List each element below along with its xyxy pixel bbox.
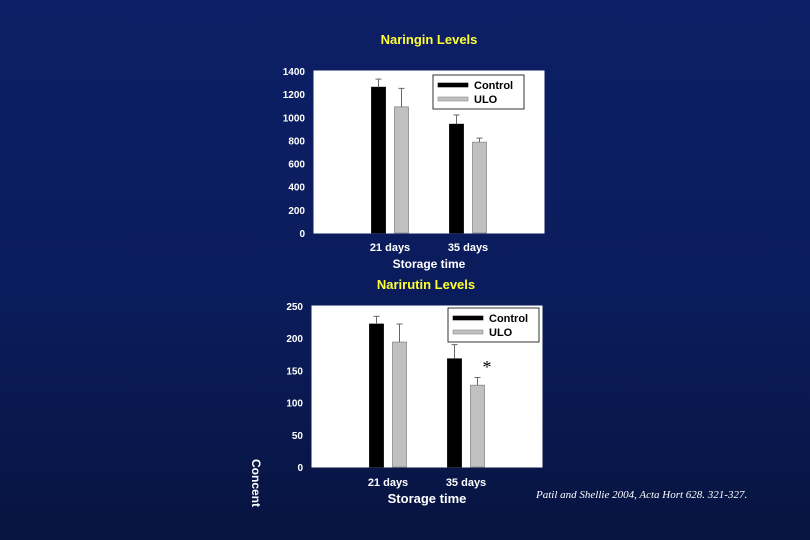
narirutin-legend-swatch-control bbox=[452, 315, 484, 321]
narirutin-y-tick-label: 100 bbox=[286, 399, 303, 410]
narirutin-y-tick-label: 250 bbox=[286, 302, 303, 313]
naringin-y-tick-label: 800 bbox=[288, 136, 305, 147]
naringin-y-tick-label: 600 bbox=[288, 160, 305, 171]
narirutin-bar-ulo-1 bbox=[470, 384, 485, 468]
narirutin-legend-swatch-ulo bbox=[452, 329, 484, 335]
narirutin-bar-ulo-0 bbox=[392, 341, 407, 468]
narirutin-x-tick-label: 35 days bbox=[446, 477, 486, 489]
narirutin-y-tick-label: 0 bbox=[297, 463, 303, 474]
naringin-chart-title: Naringin Levels bbox=[381, 32, 478, 47]
naringin-x-axis-label: Storage time bbox=[393, 257, 466, 271]
naringin-y-tick-label: 0 bbox=[299, 229, 305, 240]
naringin-legend bbox=[432, 74, 525, 110]
naringin-x-tick-label: 35 days bbox=[448, 242, 488, 254]
naringin-bar-ulo-0 bbox=[394, 106, 409, 234]
narirutin-legend-label-ulo: ULO bbox=[489, 327, 513, 339]
naringin-bar-control-0 bbox=[371, 86, 386, 234]
narirutin-legend bbox=[447, 307, 540, 343]
narirutin-x-axis-label: Storage time bbox=[388, 491, 467, 506]
narirutin-legend-label-control: Control bbox=[489, 313, 528, 325]
naringin-y-tick-label: 200 bbox=[288, 206, 305, 217]
naringin-y-tick-label: 400 bbox=[288, 183, 305, 194]
narirutin-y-tick-label: 50 bbox=[292, 431, 304, 442]
narirutin-significance-marker: * bbox=[483, 357, 492, 377]
citation: Patil and Shellie 2004, Acta Hort 628. 3… bbox=[536, 489, 748, 501]
narirutin-x-tick-label: 21 days bbox=[368, 477, 408, 489]
naringin-legend-swatch-ulo bbox=[437, 96, 469, 102]
naringin-y-tick-label: 1400 bbox=[283, 67, 306, 78]
narirutin-chart-title: Narirutin Levels bbox=[377, 277, 475, 292]
naringin-legend-swatch-control bbox=[437, 82, 469, 88]
narirutin-y-tick-label: 200 bbox=[286, 334, 303, 345]
naringin-bar-control-1 bbox=[449, 123, 464, 234]
naringin-x-tick-label: 21 days bbox=[370, 242, 410, 254]
naringin-legend-label-control: Control bbox=[474, 80, 513, 92]
y-axis-label-narirutin: Concent bbox=[249, 459, 263, 507]
narirutin-bar-control-0 bbox=[369, 323, 384, 468]
naringin-bar-ulo-1 bbox=[472, 141, 487, 234]
narirutin-bar-control-1 bbox=[447, 358, 462, 468]
naringin-y-tick-label: 1200 bbox=[283, 90, 306, 101]
naringin-legend-label-ulo: ULO bbox=[474, 94, 498, 106]
naringin-y-tick-label: 1000 bbox=[283, 113, 306, 124]
narirutin-y-tick-label: 150 bbox=[286, 366, 303, 377]
